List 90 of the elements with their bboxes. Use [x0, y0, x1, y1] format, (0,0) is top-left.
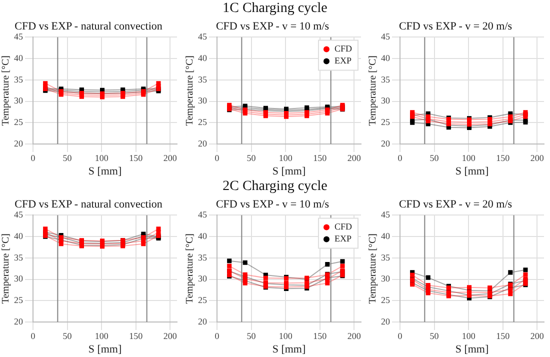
y-tick-label: 35: [198, 252, 207, 262]
x-tick-label: 200: [163, 152, 178, 163]
y-tick-label: 40: [14, 52, 24, 63]
y-tick-label: 35: [381, 252, 390, 262]
chart-title: CFD vs EXP - v = 20 m/s: [398, 20, 512, 32]
x-tick-label: 0: [398, 152, 403, 163]
y-tick-label: 40: [198, 52, 207, 63]
y-tick-label: 30: [198, 274, 207, 284]
x-axis-title: S [mm]: [272, 165, 306, 178]
text: 2C Charging cycle: [222, 178, 328, 196]
y-axis-title: Temperature [°C]: [184, 55, 196, 126]
y-tick-label: 45: [14, 32, 24, 42]
y-tick-label: 20: [381, 316, 390, 326]
y-tick-label: 30: [14, 96, 24, 106]
x-tick-label: 50: [246, 330, 256, 341]
chart-title: CFD vs EXP - natural convection: [14, 20, 163, 32]
legend-label: EXP: [334, 56, 352, 66]
x-tick-label: 200: [346, 330, 361, 341]
chart-title: CFD vs EXP - natural convection: [14, 198, 163, 210]
y-axis-title: Temperature [°C]: [184, 233, 196, 304]
x-tick-label: 100: [94, 152, 109, 163]
y-tick-label: 30: [14, 274, 24, 284]
y-tick-label: 25: [381, 117, 390, 127]
x-tick-label: 50: [430, 330, 440, 341]
x-axis-title: S [mm]: [455, 343, 489, 356]
y-axis-title: Temperature [°C]: [0, 233, 12, 304]
y-tick-label: 45: [14, 210, 24, 220]
x-tick-label: 50: [62, 152, 72, 163]
y-tick-label: 40: [381, 230, 390, 241]
x-tick-label: 150: [496, 330, 510, 341]
legend-label: EXP: [334, 234, 352, 244]
y-tick-label: 20: [381, 138, 390, 148]
legend-label: CFD: [334, 222, 352, 232]
x-tick-label: 150: [129, 152, 144, 163]
y-tick-label: 25: [14, 295, 24, 305]
y-axis-title: Temperature [°C]: [368, 233, 379, 304]
y-tick-label: 35: [14, 74, 24, 84]
x-tick-label: 100: [94, 330, 109, 341]
x-tick-label: 50: [62, 330, 72, 341]
x-tick-label: 100: [278, 152, 292, 163]
y-tick-label: 35: [14, 252, 24, 262]
y-tick-label: 45: [381, 32, 390, 42]
y-tick-label: 45: [198, 210, 207, 220]
x-tick-label: 0: [398, 330, 403, 341]
y-tick-label: 40: [14, 230, 24, 241]
y-tick-label: 35: [381, 74, 390, 84]
y-tick-label: 20: [14, 138, 24, 148]
legend-label: CFD: [334, 44, 352, 54]
x-tick-label: 50: [246, 152, 256, 163]
x-tick-label: 0: [214, 152, 220, 163]
x-tick-label: 200: [530, 330, 544, 341]
x-tick-label: 150: [312, 152, 327, 163]
y-tick-label: 30: [381, 274, 390, 284]
y-tick-label: 25: [14, 117, 24, 127]
x-tick-label: 0: [30, 152, 36, 163]
y-tick-label: 20: [198, 138, 207, 148]
y-tick-label: 40: [198, 230, 207, 241]
y-tick-label: 20: [198, 316, 207, 326]
y-tick-label: 30: [198, 96, 207, 106]
y-tick-label: 20: [14, 316, 24, 326]
y-tick-label: 45: [381, 210, 390, 220]
y-tick-label: 35: [198, 74, 207, 84]
x-axis-title: S [mm]: [272, 343, 306, 356]
x-tick-label: 100: [462, 330, 476, 341]
x-axis-title: S [mm]: [88, 343, 122, 356]
x-tick-label: 50: [430, 152, 440, 163]
y-tick-label: 25: [198, 117, 207, 127]
x-tick-label: 150: [496, 152, 510, 163]
y-axis-title: Temperature [°C]: [0, 55, 12, 126]
y-tick-label: 45: [198, 32, 207, 42]
x-tick-label: 150: [312, 330, 327, 341]
y-tick-label: 25: [381, 295, 390, 305]
text: 1C Charging cycle: [222, 0, 328, 18]
x-tick-label: 200: [346, 152, 361, 163]
x-tick-label: 150: [129, 330, 144, 341]
y-tick-label: 25: [198, 295, 207, 305]
x-tick-label: 200: [163, 330, 178, 341]
x-tick-label: 100: [278, 330, 292, 341]
x-tick-label: 0: [214, 330, 220, 341]
chart-title: CFD vs EXP - v = 10 m/s: [215, 20, 329, 32]
x-tick-label: 0: [30, 330, 36, 341]
chart-title: CFD vs EXP - v = 20 m/s: [398, 198, 512, 210]
x-tick-label: 100: [462, 152, 476, 163]
x-axis-title: S [mm]: [455, 165, 489, 178]
chart-title: CFD vs EXP - v = 10 m/s: [215, 198, 329, 210]
x-axis-title: S [mm]: [88, 165, 122, 178]
y-tick-label: 40: [381, 52, 390, 63]
y-tick-label: 30: [381, 96, 390, 106]
x-tick-label: 200: [530, 152, 544, 163]
y-axis-title: Temperature [°C]: [368, 55, 379, 126]
